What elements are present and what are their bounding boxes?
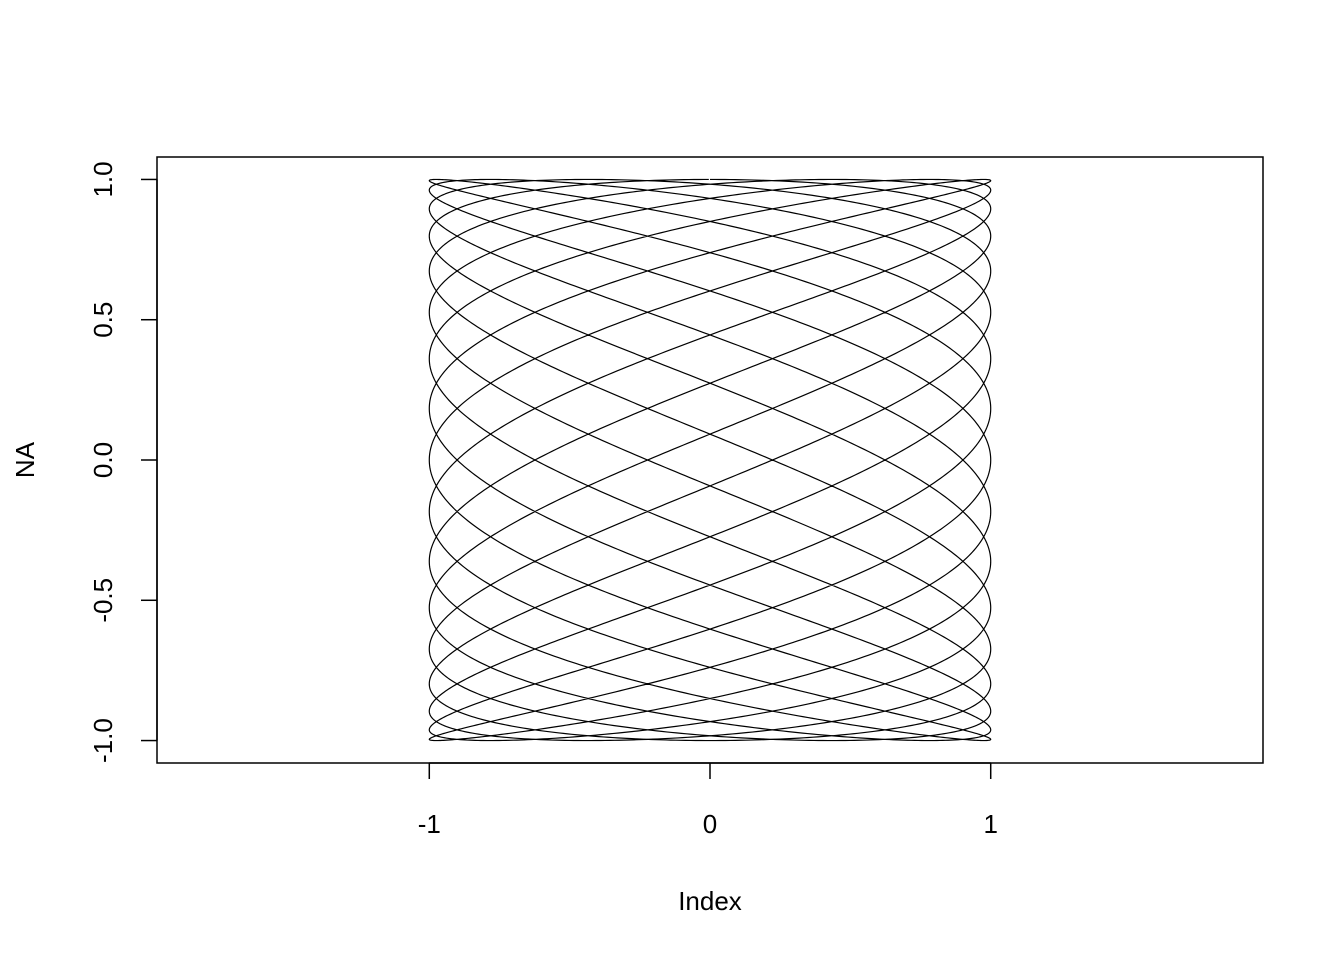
y-axis-title: NA (10, 441, 40, 478)
curve-layer (428, 178, 992, 742)
series-line-0 (428, 178, 992, 742)
x-tick-label: 1 (983, 809, 997, 839)
y-axis: -1.0 -0.5 0.0 0.5 1.0 (88, 161, 158, 763)
plot-frame (156, 156, 1264, 764)
x-axis-title: Index (678, 886, 742, 916)
x-axis: -1 0 1 (418, 762, 998, 839)
y-tick-label: -0.5 (88, 578, 118, 623)
x-tick-label: 0 (703, 809, 717, 839)
y-tick-label: 0.5 (88, 302, 118, 338)
y-tick-label: 0.0 (88, 442, 118, 478)
y-tick-label: -1.0 (88, 718, 118, 763)
x-tick-label: -1 (418, 809, 441, 839)
y-tick-label: 1.0 (88, 161, 118, 197)
